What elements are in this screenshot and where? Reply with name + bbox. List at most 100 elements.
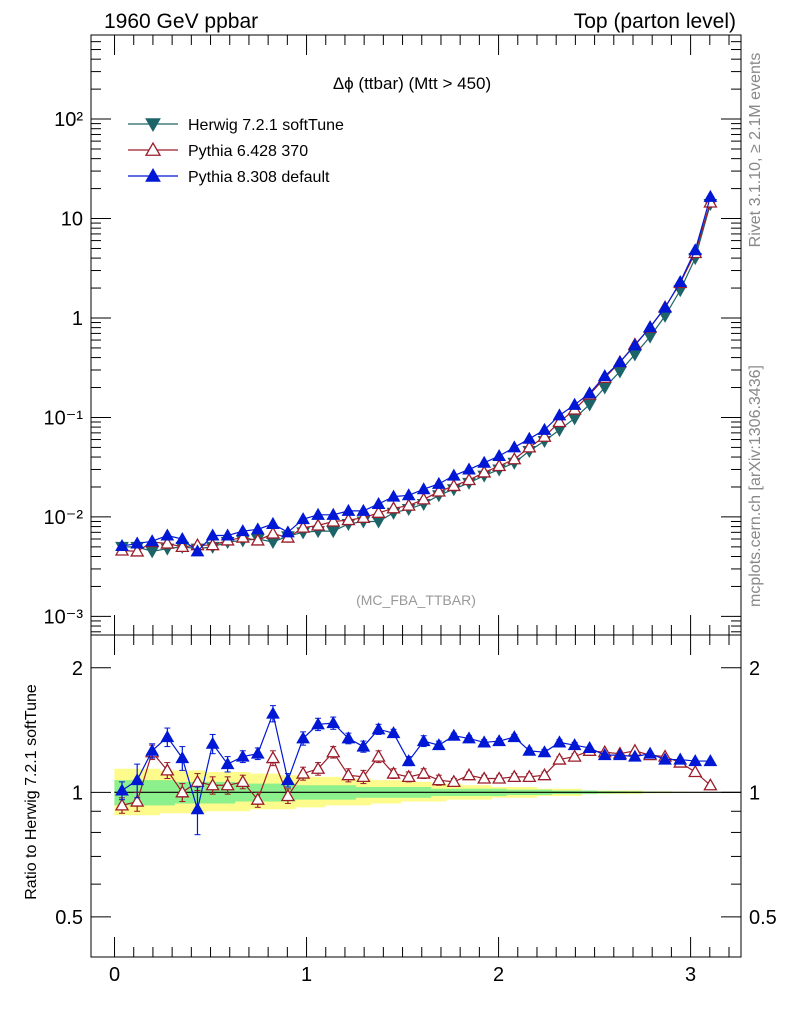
data-point	[175, 785, 190, 798]
data-point	[205, 528, 220, 541]
data-point	[310, 761, 326, 774]
data-point	[431, 772, 446, 786]
data-point	[492, 771, 507, 784]
data-point	[356, 739, 371, 752]
data-point	[492, 458, 507, 472]
header-right: Top (parton level)	[574, 10, 736, 33]
data-point	[431, 484, 446, 497]
data-point	[160, 528, 175, 541]
data-point	[582, 386, 597, 399]
data-point	[658, 752, 672, 765]
data-point	[326, 526, 341, 539]
data-point	[341, 503, 356, 516]
data-point	[356, 503, 371, 516]
data-point	[341, 767, 356, 781]
data-point	[567, 397, 582, 410]
y-tick-label: 10²	[54, 109, 83, 131]
data-point	[310, 518, 326, 531]
data-point	[341, 512, 356, 526]
y-tick-label-right: 2	[749, 658, 760, 680]
data-point	[205, 777, 220, 791]
series-line	[121, 202, 711, 553]
x-tick-label: 2	[493, 964, 504, 986]
series-line	[122, 203, 711, 553]
data-point	[673, 752, 688, 765]
data-point	[567, 749, 582, 762]
data-point	[401, 488, 416, 501]
main-panel: 10⁻³ 10⁻² 10⁻¹ 1 10 10² Δϕ (ttbar) (Mtt > 450…	[44, 34, 742, 636]
data-point	[326, 716, 341, 729]
data-point	[326, 514, 341, 527]
data-point	[688, 243, 703, 256]
data-point	[688, 754, 703, 767]
data-point	[386, 766, 401, 779]
data-point	[477, 465, 492, 478]
data-point	[537, 422, 552, 435]
data-point	[477, 771, 492, 784]
data-point	[130, 794, 145, 807]
data-point	[190, 544, 205, 557]
data-point	[567, 738, 582, 751]
data-point	[643, 746, 657, 759]
data-point	[295, 766, 311, 779]
data-point	[145, 546, 160, 559]
data-point	[703, 189, 718, 202]
data-point	[281, 773, 295, 786]
data-point	[160, 536, 175, 549]
data-point	[552, 735, 567, 748]
data-point	[552, 408, 567, 421]
data-point	[175, 751, 190, 764]
data-point	[114, 798, 130, 811]
watermark: (MC_FBA_TTBAR)	[356, 592, 476, 608]
main-series-layer	[114, 189, 718, 559]
data-point	[703, 754, 718, 767]
ratio-panel: 0.5 0.5 1 1 2 2 0 1 2 3 Ratio to Herwig 7.2.1 so…	[23, 634, 777, 986]
ratio-x-axis: 0 1 2 3	[109, 635, 730, 986]
y-tick-label: 10⁻¹	[44, 407, 84, 429]
data-point	[613, 748, 627, 761]
data-point	[477, 455, 492, 468]
x-tick-label: 3	[685, 964, 696, 986]
data-point	[386, 726, 401, 739]
y-tick-label: 10⁻³	[44, 606, 84, 628]
data-point	[597, 369, 612, 382]
y-tick-label: 1	[72, 308, 83, 330]
data-point	[628, 338, 642, 351]
data-point	[537, 745, 552, 758]
data-point	[250, 533, 265, 546]
legend-label: Herwig 7.2.1 softTune	[188, 117, 344, 134]
data-point	[326, 507, 341, 520]
data-point	[446, 728, 461, 741]
y-tick-label: 0.5	[55, 907, 83, 929]
data-point	[401, 769, 416, 782]
data-point	[461, 767, 477, 781]
data-point	[461, 472, 477, 486]
data-point	[416, 492, 431, 505]
data-point	[145, 534, 160, 547]
data-point	[492, 734, 507, 747]
data-point	[507, 769, 522, 782]
data-point	[371, 749, 386, 762]
data-point	[522, 769, 537, 782]
x-tick-label: 1	[301, 964, 312, 986]
data-point	[416, 734, 431, 747]
data-point	[446, 774, 461, 788]
data-point	[265, 750, 281, 764]
data-point	[145, 743, 160, 756]
data-point	[582, 740, 597, 753]
data-point	[266, 536, 280, 549]
data-point	[281, 525, 295, 538]
data-point	[130, 536, 145, 549]
data-point	[673, 275, 688, 288]
data-point	[160, 763, 175, 776]
main-y-axis: 10⁻³ 10⁻² 10⁻¹ 1 10 10²	[44, 34, 741, 633]
data-point	[235, 749, 250, 762]
data-point	[341, 731, 356, 744]
data-point	[356, 510, 371, 523]
data-point	[703, 777, 718, 791]
series-line	[121, 196, 711, 553]
y-tick-label-right: 1	[749, 782, 760, 804]
data-point	[492, 448, 507, 461]
data-point	[371, 505, 386, 518]
data-point	[295, 520, 311, 533]
